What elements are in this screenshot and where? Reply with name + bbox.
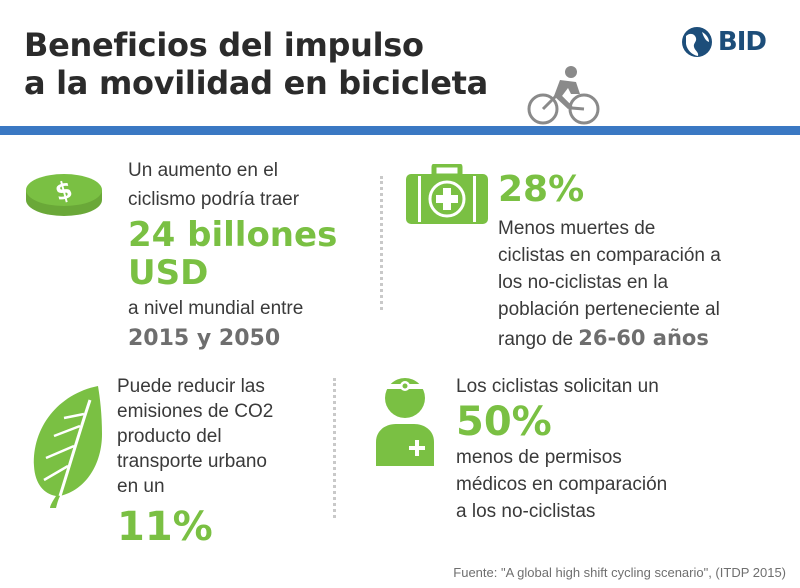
divider-bottom: [333, 378, 336, 518]
logo-text: BID: [717, 27, 767, 57]
panel-4-line-3: médicos en comparación: [456, 474, 668, 495]
panel-1-big-1: 24 billones: [128, 215, 338, 255]
panel-4-line-1: Los ciclistas solicitan un: [456, 376, 659, 397]
panel-2-line-4: población perteneciente al: [498, 299, 720, 320]
panel-2-line-2: ciclistas en comparación a: [498, 245, 721, 266]
panel-3-line-2: emisiones de CO2: [117, 401, 274, 422]
panel-2-age-range: 26-60 años: [578, 326, 709, 350]
page-title: Beneficios del impulso a la movilidad en…: [24, 26, 544, 102]
first-aid-kit-icon: [406, 162, 488, 224]
panel-3-line-4: transporte urbano: [117, 451, 267, 472]
leaf-icon: [28, 384, 104, 508]
panel-2-line-1: Menos muertes de: [498, 218, 656, 239]
panel-4-text: Los ciclistas solicitan un 50% menos de …: [456, 374, 776, 525]
title-line-2: a la movilidad en bicicleta: [24, 64, 488, 102]
svg-text:$: $: [52, 175, 75, 206]
coin-dollar-icon: $: [24, 170, 104, 220]
source-note: Fuente: "A global high shift cycling sce…: [453, 565, 786, 580]
panel-4-big: 50%: [456, 399, 552, 445]
title-line-1: Beneficios del impulso: [24, 26, 424, 64]
bid-logo: BID: [680, 26, 767, 58]
panel-1-years: 2015 y 2050: [128, 326, 281, 351]
doctor-icon: [372, 376, 438, 466]
panel-3-big: 11%: [117, 504, 213, 550]
panel-2-line-3: los no-ciclistas en la: [498, 272, 669, 293]
panel-2-line-5: rango de 26-60 años: [498, 323, 798, 355]
header-accent-bar: [0, 126, 800, 135]
panel-4-line-4: a los no-ciclistas: [456, 501, 596, 522]
panel-2-big: 28%: [498, 169, 585, 210]
panel-3-line-5: en un: [117, 476, 165, 497]
panel-2-line-5-prefix: rango de: [498, 329, 574, 350]
panel-3-line-3: producto del: [117, 426, 222, 447]
panel-1-line-3: a nivel mundial entre: [128, 298, 304, 319]
panel-1-line-1: Un aumento en el: [128, 160, 278, 181]
panel-1-line-2: ciclismo podría traer: [128, 189, 300, 210]
divider-top: [380, 176, 383, 310]
globe-logo-icon: [681, 27, 712, 57]
panel-4-line-2: menos de permisos: [456, 447, 622, 468]
panel-1-text: Un aumento en el ciclismo podría traer 2…: [128, 156, 378, 354]
panel-3-text: Puede reducir las emisiones de CO2 produ…: [117, 374, 327, 551]
cyclist-icon: [524, 64, 604, 126]
panel-3-line-1: Puede reducir las: [117, 376, 265, 397]
panel-2-text: Menos muertes de ciclistas en comparació…: [498, 215, 798, 355]
panel-1-big-2: USD: [128, 253, 209, 293]
